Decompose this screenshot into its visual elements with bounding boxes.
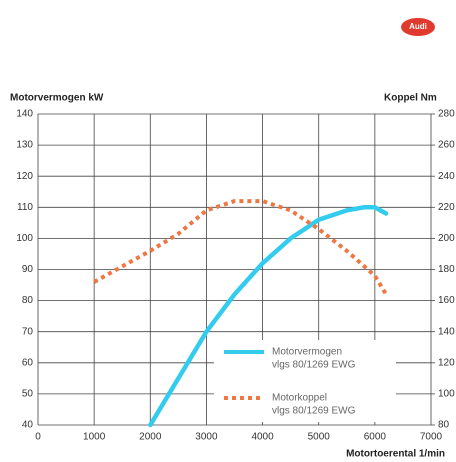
y2-tick-label: 180 [438, 264, 455, 275]
x-tick-label: 2000 [139, 432, 162, 443]
y-tick-label: 120 [16, 171, 33, 182]
x-tick-label: 7000 [420, 432, 443, 443]
y-tick-label: 60 [22, 357, 34, 368]
x-tick-label: 0 [35, 432, 41, 443]
y2-tick-label: 260 [438, 140, 455, 151]
logo-text: Audi [409, 22, 427, 31]
legend-note: vlgs 80/1269 EWG [272, 360, 356, 371]
legend: Motorvermogen vlgs 80/1269 EWG Motorkoppel… [214, 340, 396, 422]
y2-axis-title: Koppel Nm [384, 93, 437, 104]
y-axis-title: Motorvermogen kW [10, 93, 104, 104]
y2-tick-label: 160 [438, 295, 455, 306]
y-tick-label: 100 [16, 233, 33, 244]
legend-label: Motorkoppel [272, 393, 327, 404]
y-tick-label: 40 [22, 420, 34, 431]
y-tick-label: 140 [16, 109, 33, 120]
legend-label: Motorvermogen [272, 347, 342, 358]
x-tick-label: 4000 [251, 432, 274, 443]
y-tick-label: 70 [22, 326, 34, 337]
x-tick-label: 6000 [364, 432, 387, 443]
series-line [148, 205, 389, 428]
series-line [93, 199, 388, 296]
y-tick-label: 80 [22, 295, 34, 306]
y-tick-label: 90 [22, 264, 34, 275]
y2-tick-label: 200 [438, 233, 455, 244]
y2-tick-label: 240 [438, 171, 455, 182]
legend-note: vlgs 80/1269 EWG [272, 406, 356, 417]
x-tick-label: 3000 [195, 432, 218, 443]
y-tick-label: 50 [22, 389, 34, 400]
y2-tick-label: 280 [438, 109, 455, 120]
y-tick-label: 130 [16, 140, 33, 151]
x-axis-title: Motortoerental 1/min [346, 449, 445, 460]
y-tick-label: 110 [17, 202, 33, 213]
logo [401, 18, 435, 36]
x-tick-label: 5000 [308, 432, 331, 443]
x-tick-label: 1000 [83, 432, 106, 443]
y2-tick-label: 120 [438, 357, 455, 368]
y2-tick-label: 80 [438, 420, 450, 431]
y2-tick-label: 140 [438, 326, 455, 337]
y2-tick-label: 220 [438, 202, 455, 213]
y2-tick-label: 100 [438, 389, 455, 400]
